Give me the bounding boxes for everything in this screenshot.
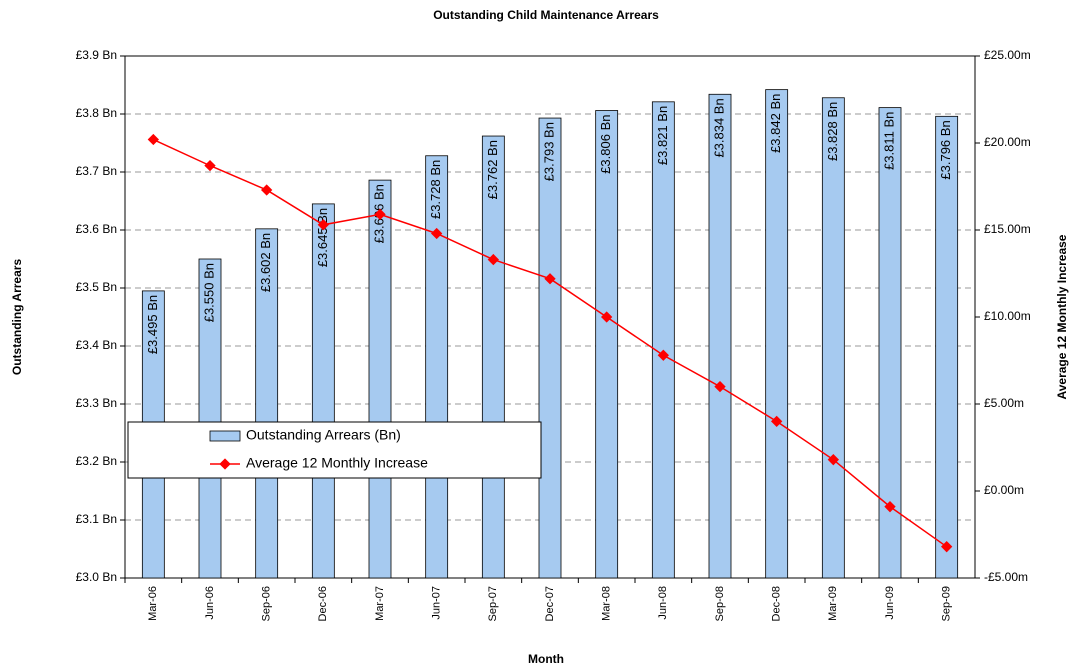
marker xyxy=(771,415,783,428)
marker xyxy=(317,219,329,231)
y-tick-label: £3.5 Bn xyxy=(76,280,117,294)
marker xyxy=(147,133,159,146)
x-tick-label: Sep-07 xyxy=(487,586,499,621)
bar xyxy=(311,203,335,579)
bar-value-label: £3.793 Bn xyxy=(541,122,556,181)
y-tick-label: £3.9 Bn xyxy=(76,48,117,62)
y-tick-label: £3.2 Bn xyxy=(76,454,117,468)
y-tick-label: £3.8 Bn xyxy=(76,106,117,120)
x-tick-label: Mar-06 xyxy=(147,586,159,621)
x-tick-label: Mar-07 xyxy=(374,586,386,621)
y2-axis-title: Average 12 Monthly Increase xyxy=(1055,234,1069,399)
bar-value-label: £3.842 Bn xyxy=(768,94,783,153)
marker xyxy=(204,159,216,172)
x-tick-label: Dec-06 xyxy=(317,586,329,621)
x-tick-label: Sep-06 xyxy=(261,586,273,621)
bar xyxy=(595,110,619,579)
x-tick-label: Mar-08 xyxy=(601,586,613,621)
legend-label: Average 12 Monthly Increase xyxy=(246,455,428,471)
marker xyxy=(544,273,556,285)
y-tick-label: £3.6 Bn xyxy=(76,222,117,236)
marker xyxy=(657,349,669,361)
marker xyxy=(374,208,386,220)
marker xyxy=(431,227,443,240)
marker xyxy=(941,541,953,553)
bar-value-label: £3.796 Bn xyxy=(938,120,953,179)
bar-value-label: £3.762 Bn xyxy=(485,140,500,199)
bar-value-label: £3.834 Bn xyxy=(711,98,726,157)
legend-swatch xyxy=(209,430,241,442)
x-tick-label: Jun-08 xyxy=(657,586,669,620)
bar-value-label: £3.806 Bn xyxy=(598,115,613,174)
bar xyxy=(765,89,789,579)
bar xyxy=(538,117,562,579)
y2-tick-label: £25.00m xyxy=(984,48,1031,62)
bar xyxy=(935,115,959,579)
legend-box xyxy=(127,421,542,479)
x-tick-label: Sep-08 xyxy=(714,586,726,621)
x-tick-label: Jun-07 xyxy=(431,586,443,620)
bar-value-label: £3.821 Bn xyxy=(655,106,670,165)
bar-value-label: £3.495 Bn xyxy=(145,295,160,354)
x-tick-label: Jun-06 xyxy=(204,586,216,620)
x-tick-label: Mar-09 xyxy=(827,586,839,621)
bar xyxy=(198,258,222,579)
legend-label: Outstanding Arrears (Bn) xyxy=(246,427,401,443)
chart-title: Outstanding Child Maintenance Arrears xyxy=(433,8,659,22)
bar-value-label: £3.728 Bn xyxy=(428,160,443,219)
x-axis-title: Month xyxy=(528,652,564,666)
x-tick-label: Dec-07 xyxy=(544,586,556,621)
y2-tick-label: £15.00m xyxy=(984,222,1031,236)
legend-swatch xyxy=(219,458,231,470)
marker xyxy=(714,380,726,393)
y2-tick-label: £20.00m xyxy=(984,135,1031,149)
y2-tick-label: £5.00m xyxy=(984,396,1024,410)
marker xyxy=(261,184,273,196)
bar-value-label: £3.828 Bn xyxy=(825,102,840,161)
y-tick-label: £3.4 Bn xyxy=(76,338,117,352)
bar xyxy=(878,107,902,579)
bar xyxy=(821,97,845,579)
y2-tick-label: £0.00m xyxy=(984,483,1024,497)
bar xyxy=(708,93,732,579)
bar-value-label: £3.645 Bn xyxy=(315,208,330,267)
bar-value-label: £3.550 Bn xyxy=(201,263,216,322)
bar xyxy=(481,135,505,579)
bar xyxy=(651,101,675,579)
y-tick-label: £3.3 Bn xyxy=(76,396,117,410)
marker xyxy=(884,501,896,513)
marker xyxy=(827,454,839,466)
x-tick-label: Dec-08 xyxy=(771,586,783,621)
x-tick-label: Sep-09 xyxy=(941,586,953,621)
y-tick-label: £3.1 Bn xyxy=(76,512,117,526)
y-tick-label: £3.0 Bn xyxy=(76,570,117,584)
marker xyxy=(601,311,613,323)
bar xyxy=(368,179,392,579)
y2-tick-label: £10.00m xyxy=(984,309,1031,323)
bar xyxy=(255,228,279,579)
y-tick-label: £3.7 Bn xyxy=(76,164,117,178)
y2-tick-label: -£5.00m xyxy=(984,570,1028,584)
x-tick-label: Jun-09 xyxy=(884,586,896,620)
bar-value-label: £3.602 Bn xyxy=(258,233,273,292)
bar-value-label: £3.811 Bn xyxy=(881,112,896,170)
y-axis-title: Outstanding Arrears xyxy=(10,259,24,376)
